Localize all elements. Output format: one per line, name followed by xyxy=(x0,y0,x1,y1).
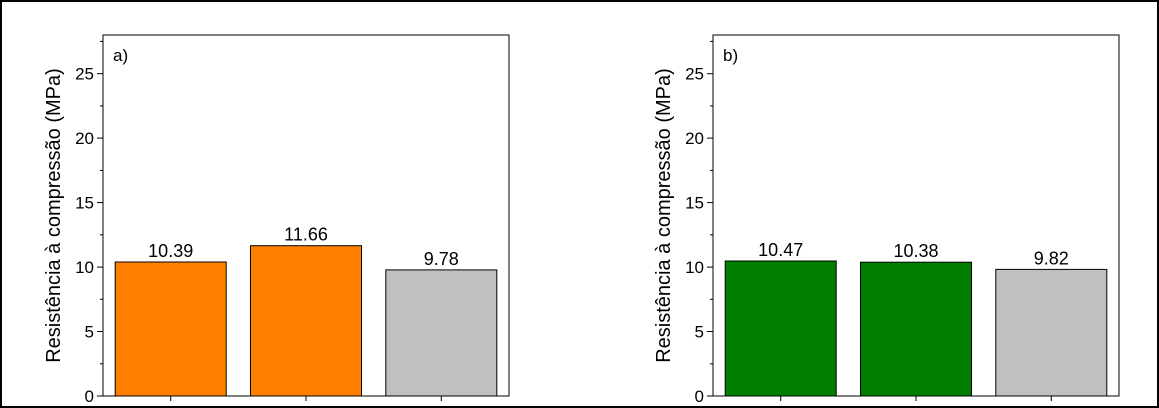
bar-chab20 xyxy=(860,261,972,397)
x-tick-label-ltasb20: LTASB20 xyxy=(273,405,339,408)
y-axis-label: Resistência à compressão (MPa) xyxy=(653,68,675,363)
y-tick-label: 15 xyxy=(685,194,704,213)
y-tick-label: 25 xyxy=(685,65,704,84)
data-label-ltasb20: 11.66 xyxy=(284,225,328,245)
y-tick-label: 5 xyxy=(85,323,94,342)
y-tick-label: 5 xyxy=(695,323,704,342)
x-tick-label-chab20: CHAB20 xyxy=(885,405,947,408)
plot-frame xyxy=(712,34,1120,397)
plot-frame xyxy=(102,34,510,397)
chart-panel-b: 10.47 CHAB15 10.38 CHAB20 9.82 CHAB20A1 0 5 10 15… xyxy=(653,34,1120,408)
x-tick-label-chab20a1: CHAB20A1 xyxy=(1010,405,1092,408)
y-tick-label: 20 xyxy=(75,129,94,148)
bar-ltasb20a1 xyxy=(385,269,498,397)
y-tick-label: 10 xyxy=(685,258,704,277)
x-tick-label-ltasb15: LTASB15 xyxy=(138,405,204,408)
y-tick-label: 0 xyxy=(695,387,704,406)
data-label-chab20a1: 9.82 xyxy=(1034,248,1069,268)
x-tick-label-chab15: CHAB15 xyxy=(750,405,812,408)
y-tick-label: 20 xyxy=(685,129,704,148)
y-axis-label: Resistência à compressão (MPa) xyxy=(43,68,65,363)
bar-chab15 xyxy=(724,260,837,397)
bar-chab20a1 xyxy=(995,268,1108,397)
y-tick-label: 25 xyxy=(75,65,94,84)
panel-label: a) xyxy=(113,46,128,65)
bar-ltasb15 xyxy=(114,261,227,397)
y-tick-label: 10 xyxy=(75,258,94,277)
data-label-ltasb15: 10.39 xyxy=(148,241,193,261)
data-label-chab15: 10.47 xyxy=(758,240,803,260)
y-tick-label: 15 xyxy=(75,194,94,213)
data-label-chab20: 10.38 xyxy=(893,241,938,261)
bar-ltasb20 xyxy=(250,245,362,397)
data-label-ltasb20a1: 9.78 xyxy=(424,249,459,269)
y-tick-label: 0 xyxy=(85,387,94,406)
x-tick-label-ltasb20a1: LTASB20A1 xyxy=(398,405,484,408)
panel-label: b) xyxy=(723,46,738,65)
chart-panel-a: 10.39 LTASB15 11.66 LTASB20 9.78 LTASB20A1 0 5 1… xyxy=(43,34,510,408)
